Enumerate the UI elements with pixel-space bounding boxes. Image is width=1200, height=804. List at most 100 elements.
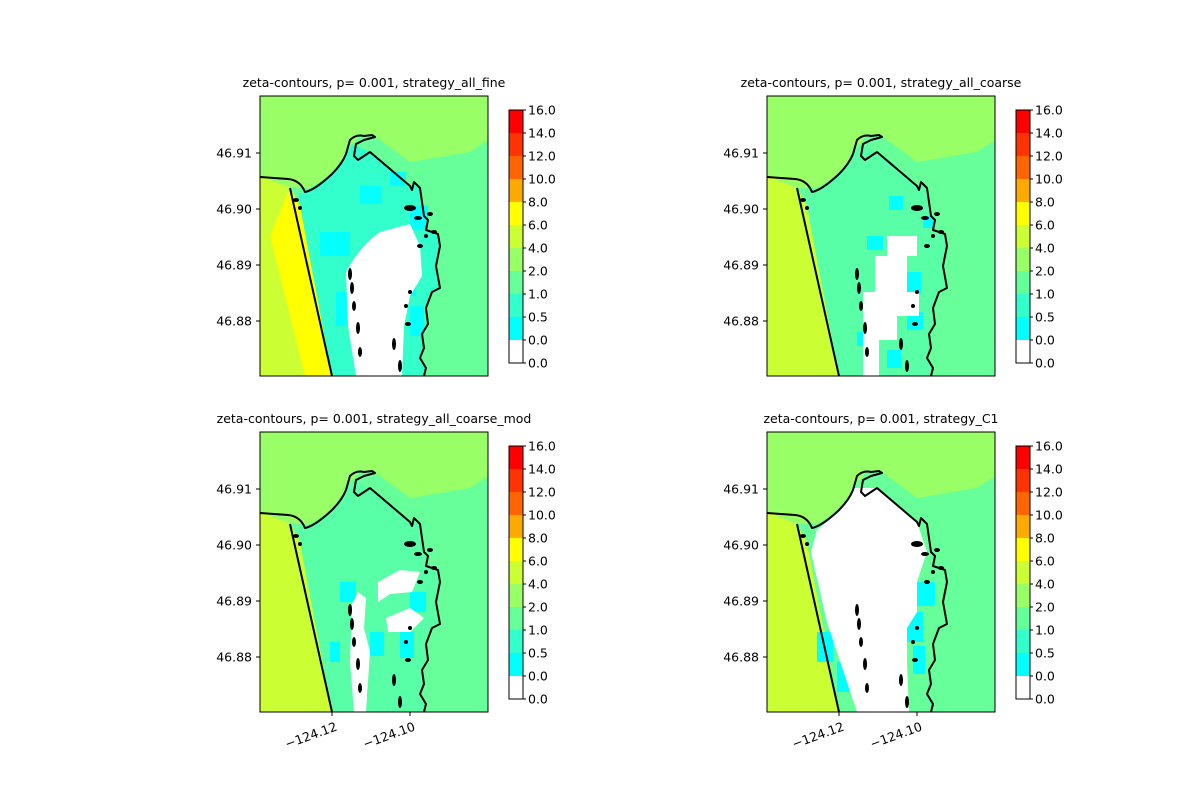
colorbar-band (509, 446, 523, 470)
colorbar-band (509, 179, 523, 203)
colorbar-band (509, 110, 523, 134)
coastline-spit (796, 523, 840, 712)
colorbar-band (509, 653, 523, 677)
island-mark (358, 347, 362, 357)
colorbar-tick-label: 0.0 (528, 356, 548, 371)
colorbar-band (509, 271, 523, 295)
island-mark (427, 212, 433, 216)
island-mark (863, 658, 867, 670)
colorbar-tick-label: 2.0 (528, 264, 548, 279)
island-mark (921, 216, 929, 220)
island-mark (404, 205, 416, 211)
coastline-spit (289, 187, 333, 376)
axes-frame (766, 431, 996, 713)
colorbar-tick-label: 8.0 (1035, 195, 1055, 210)
colorbar: 16.0 14.0 12.0 10.0 8.0 6.0 4.0 2.0 1.0 0.5 0.0 0.0 (508, 439, 556, 707)
colorbar-tick-label: 0.5 (1035, 310, 1055, 325)
island-mark (427, 548, 433, 552)
island-mark (905, 696, 909, 708)
y-tick-label: 46.89 (216, 258, 252, 273)
shallow-patch (410, 306, 424, 336)
y-tick-label: 46.91 (723, 482, 759, 497)
y-tick-label: 46.88 (723, 314, 759, 329)
island-mark (911, 541, 923, 547)
colorbar-tick-label: 6.0 (1035, 554, 1055, 569)
colorbar-band (509, 515, 523, 539)
colorbar-band (1016, 446, 1030, 470)
dry-region (811, 488, 927, 712)
island-mark (931, 234, 935, 238)
island-mark (358, 683, 362, 693)
colorbar-tick-label: 10.0 (528, 172, 556, 187)
island-mark (424, 234, 428, 238)
colorbar-frame (1015, 445, 1031, 700)
island-mark (356, 658, 360, 670)
north-ocean-region (260, 96, 488, 188)
dry-region (346, 224, 422, 376)
island-mark (911, 205, 923, 211)
shallow-patch (889, 196, 903, 210)
island-mark (356, 322, 360, 334)
colorbar-band (509, 156, 523, 180)
surf-band (270, 188, 332, 376)
colorbar-tick-label: 4.0 (528, 577, 548, 592)
shallow-patch (907, 272, 921, 294)
shallow-patch (917, 582, 935, 606)
colorbar-frame (508, 109, 524, 364)
colorbar-tick-label: 0.5 (528, 310, 548, 325)
map-panel: zeta-contours, p= 0.001, strategy_all_co… (216, 411, 556, 751)
axes-frame (766, 95, 996, 377)
colorbar-tick-label: 12.0 (1035, 149, 1063, 164)
island-mark (404, 640, 408, 644)
island-mark (424, 570, 428, 574)
shallow-patch (923, 216, 933, 228)
colorbar-frame (1015, 109, 1031, 364)
island-mark (414, 552, 422, 556)
colorbar-tick-label: 0.0 (528, 333, 548, 348)
y-tick-label: 46.88 (216, 314, 252, 329)
colorbar-tick-label: 12.0 (528, 149, 556, 164)
colorbar-tick-label: 1.0 (528, 287, 548, 302)
panel-title: zeta-contours, p= 0.001, strategy_all_co… (217, 411, 532, 426)
colorbar-tick-label: 10.0 (1035, 508, 1063, 523)
colorbar-band (1016, 676, 1030, 700)
map-panel: zeta-contours, p= 0.001, strategy_all_co… (723, 75, 1063, 377)
shallow-patch (867, 236, 883, 250)
colorbar-tick-label: 0.0 (1035, 669, 1055, 684)
dry-region (863, 236, 919, 376)
island-mark (404, 541, 416, 547)
island-mark (417, 580, 423, 584)
island-mark (865, 347, 869, 357)
island-mark (417, 244, 423, 248)
x-tick-label: −124.12 (283, 719, 339, 752)
island-mark (800, 534, 806, 538)
colorbar-tick-label: 1.0 (1035, 287, 1055, 302)
colorbar-band (1016, 133, 1030, 157)
island-mark (805, 206, 809, 210)
shallow-patch (907, 312, 923, 330)
colorbar-band (1016, 248, 1030, 272)
island-mark (298, 206, 302, 210)
island-mark (398, 360, 402, 372)
colorbar-tick-label: 16.0 (528, 439, 556, 454)
island-mark (859, 301, 863, 311)
colorbar-tick-label: 0.5 (1035, 646, 1055, 661)
island-mark (857, 282, 861, 294)
colorbar-tick-label: 10.0 (1035, 172, 1063, 187)
island-mark (352, 637, 356, 647)
colorbar-band (509, 630, 523, 654)
island-mark (398, 696, 402, 708)
island-mark (408, 290, 412, 294)
island-mark (924, 580, 930, 584)
colorbar-tick-label: 6.0 (528, 218, 548, 233)
colorbar-tick-label: 0.0 (1035, 333, 1055, 348)
colorbar-band (509, 294, 523, 318)
panel-title: zeta-contours, p= 0.001, strategy_all_fi… (243, 75, 506, 90)
colorbar-band (1016, 317, 1030, 341)
colorbar-tick-label: 14.0 (1035, 126, 1063, 141)
panel-title: zeta-contours, p= 0.001, strategy_C1 (763, 411, 998, 426)
island-mark (408, 626, 412, 630)
colorbar-tick-label: 1.0 (1035, 623, 1055, 638)
y-tick-label: 46.89 (216, 594, 252, 609)
